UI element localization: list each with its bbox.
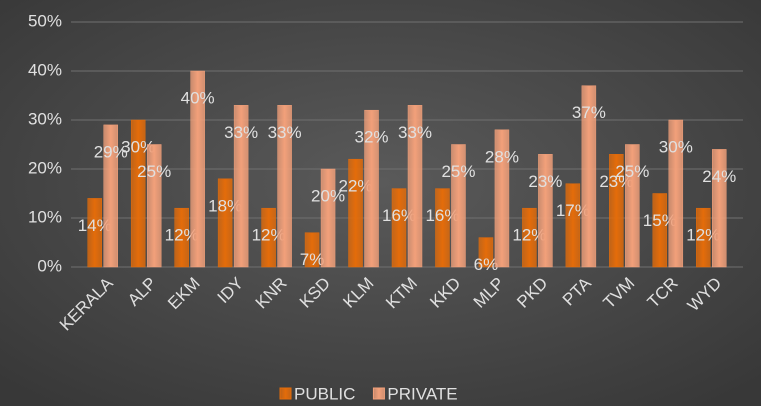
data-label: 7% [300,250,325,269]
data-label: 20% [311,186,345,205]
bar [712,149,727,268]
data-label: 30% [659,137,693,156]
bar [538,154,553,268]
bar [233,105,249,268]
bar [174,207,189,268]
data-label: 33% [398,123,432,142]
bar [407,105,423,268]
bar [87,198,102,268]
bar [522,207,537,268]
bar [304,232,320,268]
y-tick-label: 0% [37,256,62,275]
bar [261,207,276,268]
legend-label: PRIVATE [387,384,457,403]
data-label: 12% [165,226,199,245]
bar [451,144,466,268]
data-label: 23% [528,172,562,191]
data-label: 32% [355,128,389,147]
bar [435,188,450,268]
data-label: 16% [425,206,459,225]
data-label: 12% [252,226,286,245]
bar [146,144,162,268]
data-label: 33% [224,123,258,142]
data-label: 17% [556,201,590,220]
bar [696,207,711,268]
bar [277,105,292,268]
bar [364,109,379,268]
data-label: 18% [208,196,242,215]
bar [217,178,233,268]
bar [130,119,146,268]
legend-label: PUBLIC [294,384,355,403]
data-label: 29% [94,142,128,161]
data-label: 15% [643,211,677,230]
data-label: 14% [78,216,112,235]
bar [609,154,624,268]
data-label: 24% [702,167,736,186]
data-label: 25% [615,162,649,181]
bar [190,70,205,268]
y-tick-label: 10% [28,207,62,226]
data-label: 12% [686,226,720,245]
data-label: 30% [121,137,155,156]
data-label: 28% [485,147,519,166]
legend-swatch [279,387,292,400]
data-label: 37% [572,103,606,122]
bar [320,168,336,268]
data-label: 16% [382,206,416,225]
bar [625,144,640,268]
data-label: 33% [268,123,302,142]
legend-swatch [372,387,385,400]
data-label: 23% [599,172,633,191]
y-tick-label: 50% [28,11,62,30]
bar [391,188,407,268]
data-label: 25% [441,162,475,181]
bar [478,237,494,268]
bar [581,85,597,268]
bar [494,129,510,268]
data-label: 22% [339,177,373,196]
y-tick-label: 20% [28,158,62,177]
bar [565,183,581,268]
data-label: 12% [512,226,546,245]
bar [348,158,363,268]
bar [668,119,684,268]
data-label: 40% [181,88,215,107]
data-label: 25% [137,162,171,181]
bar [652,193,668,268]
data-label: 6% [474,255,499,274]
bar [103,124,118,268]
y-tick-label: 40% [28,60,62,79]
y-tick-label: 30% [28,109,62,128]
